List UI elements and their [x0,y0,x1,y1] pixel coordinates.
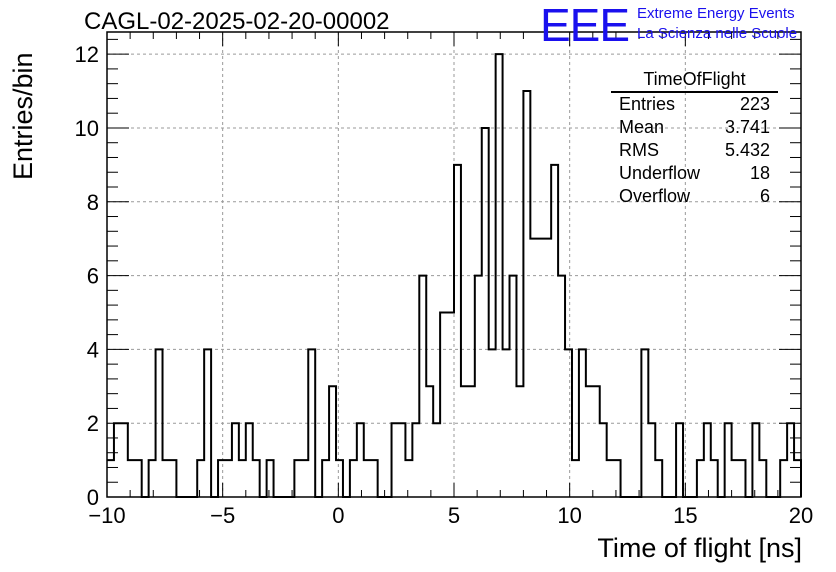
stats-label: RMS [619,140,659,160]
grid [107,32,801,497]
tick-labels: −10 −5 0 5 10 15 20 0 2 4 6 8 10 12 [75,42,814,528]
stats-title: TimeOfFlight [611,68,778,93]
stats-label: Entries [619,94,676,114]
y-tick-label: 0 [87,485,99,510]
y-tick-label: 8 [87,190,99,215]
stats-value: 3.741 [724,117,770,137]
stats-row: Underflow 18 [611,162,778,185]
stats-box: TimeOfFlight Entries 223 Mean 3.741 RMS … [611,68,778,208]
stats-row: RMS 5.432 [611,139,778,162]
x-tick-label: −5 [210,503,235,528]
x-tick-label: 20 [789,503,813,528]
stats-label: Underflow [619,163,701,183]
stats-label: Mean [619,117,665,137]
eee-logo: EEE [540,0,630,51]
x-axis-label: Time of flight [ns] [597,533,802,563]
axis-ticks [106,32,802,498]
stats-value: 18 [749,163,770,183]
logo-caption-line2: La Scienza nelle Scuole [637,25,798,42]
x-tick-label: 0 [332,503,344,528]
logo-caption: Extreme Energy Events La Scienza nelle S… [637,4,797,44]
x-tick-label: 15 [673,503,697,528]
y-tick-label: 12 [75,42,99,67]
y-tick-label: 6 [87,264,99,289]
logo-caption-line1: Extreme Energy Events [637,5,795,22]
x-tick-label: −10 [88,503,125,528]
page-title: CAGL-02-2025-02-20-00002 [84,8,390,35]
x-tick-label: 10 [557,503,581,528]
histogram-step-line [107,53,802,498]
y-axis-label: Entries/bin [8,52,38,180]
y-tick-label: 4 [87,337,99,362]
stats-row: Entries 223 [611,93,778,116]
stats-row: Mean 3.741 [611,116,778,139]
x-tick-label: 5 [448,503,460,528]
stats-label: Overflow [619,186,691,206]
stats-value: 5.432 [724,140,770,160]
stats-value: 223 [739,94,770,114]
y-tick-label: 2 [87,411,99,436]
stats-row: Overflow 6 [611,185,778,208]
stats-value: 6 [759,186,770,206]
y-tick-label: 10 [75,116,99,141]
